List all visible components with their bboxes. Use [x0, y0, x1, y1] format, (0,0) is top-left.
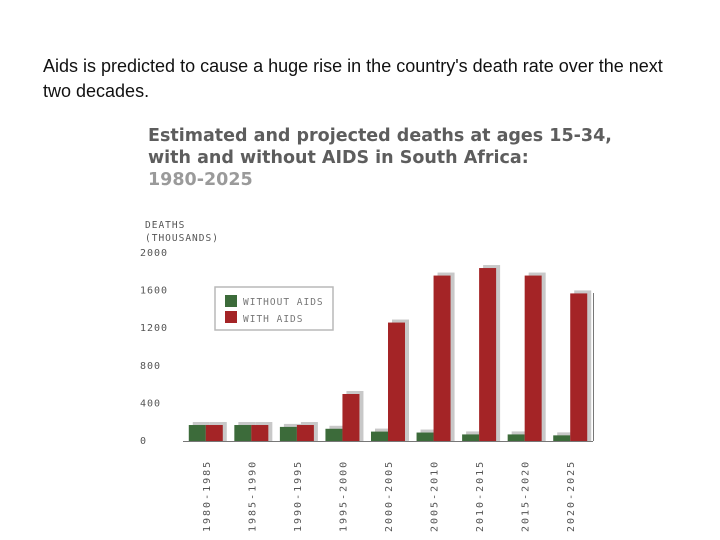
x-tick-label: 2005-2010 [430, 460, 441, 532]
bar-with-aids-1985-1990 [251, 425, 269, 441]
tick-labels: 0 400 800 1200 1600 2000 1980-1985 1985-1990 199… [140, 248, 577, 532]
bar-without-aids-1980-1985 [188, 425, 206, 441]
y-tick-label: 800 [140, 361, 161, 372]
legend-label-without-aids: WITHOUT AIDS [243, 297, 324, 308]
chart-subtitle-years: 1980-2025 [148, 170, 253, 190]
x-tick-label: 1995-2000 [338, 460, 349, 532]
bar-with-aids-2005-2010 [433, 275, 451, 441]
bar-without-aids-2010-2015 [462, 434, 480, 441]
y-tick-label: 1600 [140, 286, 168, 297]
bar-with-aids-2015-2020 [524, 275, 542, 441]
legend-swatch-without-aids [225, 295, 237, 307]
bar-with-aids-2020-2025 [570, 293, 588, 441]
bar-with-aids-2010-2015 [479, 268, 497, 441]
x-tick-label: 2010-2015 [475, 460, 486, 532]
x-tick-label: 1985-1990 [247, 460, 258, 532]
x-tick-label: 1980-1985 [202, 460, 213, 532]
x-tick-label: 2000-2005 [384, 460, 395, 532]
y-tick-label: 400 [140, 398, 161, 409]
bar-without-aids-2020-2025 [553, 435, 571, 441]
y-tick-label: 1200 [140, 323, 168, 334]
bar-without-aids-1995-2000 [325, 428, 343, 441]
legend: WITHOUT AIDS WITH AIDS [214, 286, 334, 331]
bar-without-aids-1990-1995 [279, 426, 297, 441]
x-tick-label: 1990-1995 [293, 460, 304, 532]
x-tick-label: 2020-2025 [566, 460, 577, 532]
bar-without-aids-1985-1990 [234, 425, 252, 441]
bar-with-aids-1995-2000 [342, 394, 360, 441]
bar-with-aids-1980-1985 [205, 425, 223, 441]
bar-with-aids-2000-2005 [388, 322, 405, 441]
y-tick-label: 2000 [140, 248, 168, 259]
legend-swatch-with-aids [225, 311, 237, 323]
bar-without-aids-2015-2020 [507, 434, 525, 441]
chart-title-line-2: with and without AIDS in South Africa: [148, 148, 529, 168]
chart-title-line-1: Estimated and projected deaths at ages 1… [148, 126, 612, 146]
y-tick-label: 0 [140, 436, 147, 447]
bar-with-aids-1990-1995 [296, 425, 314, 441]
bar-without-aids-2000-2005 [371, 431, 388, 441]
legend-label-with-aids: WITH AIDS [243, 314, 303, 325]
bars [188, 268, 588, 441]
chart-title: Estimated and projected deaths at ages 1… [148, 125, 618, 191]
x-tick-label: 2015-2020 [521, 460, 532, 532]
y-axis-label-line-1: DEATHS [145, 220, 185, 231]
y-axis-label-line-2: (THOUSANDS) [145, 233, 219, 244]
page-caption: Aids is predicted to cause a huge rise i… [43, 56, 663, 101]
bar-without-aids-2005-2010 [416, 432, 434, 441]
